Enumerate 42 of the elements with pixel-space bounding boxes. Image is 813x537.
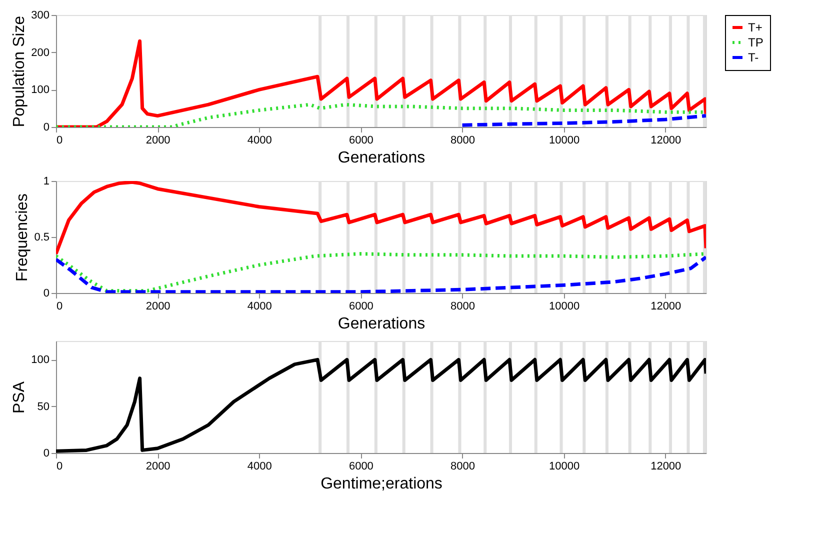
x-tick-label: 2000 — [146, 300, 170, 312]
x-tick-label: 4000 — [247, 134, 272, 146]
y-tick-label: 0 — [43, 122, 50, 134]
y-axis-title: PSA — [11, 381, 28, 414]
x-axis-title: Generations — [338, 150, 426, 166]
x-tick-label: 10000 — [549, 460, 580, 472]
x-tick-label: 12000 — [650, 300, 682, 312]
x-tick-label: 8000 — [450, 460, 475, 472]
x-tick-label: 12000 — [650, 460, 682, 472]
y-tick-label: 1 — [43, 176, 50, 188]
legend-label: T- — [748, 50, 759, 64]
x-tick-label: 6000 — [348, 460, 374, 472]
y-tick-label: 300 — [31, 10, 50, 22]
y-tick-label: 0.5 — [34, 232, 50, 244]
x-tick-label: 8000 — [450, 300, 475, 312]
y-tick-label: 100 — [31, 354, 50, 366]
y-tick-label: 0 — [43, 448, 50, 460]
x-tick-label: 12000 — [650, 134, 682, 146]
y-axis-title: Population Size — [11, 16, 28, 128]
line-series — [56, 181, 706, 256]
x-axis-title: Gentime;erations — [320, 476, 442, 492]
legend-label: TP — [748, 36, 764, 50]
y-tick-label: 0 — [43, 288, 50, 300]
y-tick-label: 50 — [37, 400, 50, 413]
x-tick-label: 0 — [56, 300, 63, 312]
x-tick-label: 2000 — [146, 134, 170, 146]
x-tick-label: 6000 — [348, 300, 374, 312]
y-tick-label: 200 — [31, 46, 50, 59]
x-tick-label: 2000 — [146, 460, 170, 472]
x-tick-label: 10000 — [549, 300, 580, 312]
x-tick-label: 4000 — [247, 460, 272, 472]
x-tick-label: 0 — [56, 460, 63, 472]
x-tick-label: 6000 — [348, 134, 374, 146]
legend-label: T+ — [748, 20, 762, 34]
y-axis-title: Frequencies — [14, 193, 32, 282]
x-tick-label: 4000 — [247, 300, 272, 312]
x-axis-title: Generations — [338, 316, 426, 332]
x-tick-label: 10000 — [549, 134, 580, 146]
y-tick-label: 100 — [31, 84, 50, 96]
line-series — [460, 114, 706, 127]
x-tick-label: 0 — [56, 134, 63, 146]
x-tick-label: 8000 — [450, 134, 475, 146]
